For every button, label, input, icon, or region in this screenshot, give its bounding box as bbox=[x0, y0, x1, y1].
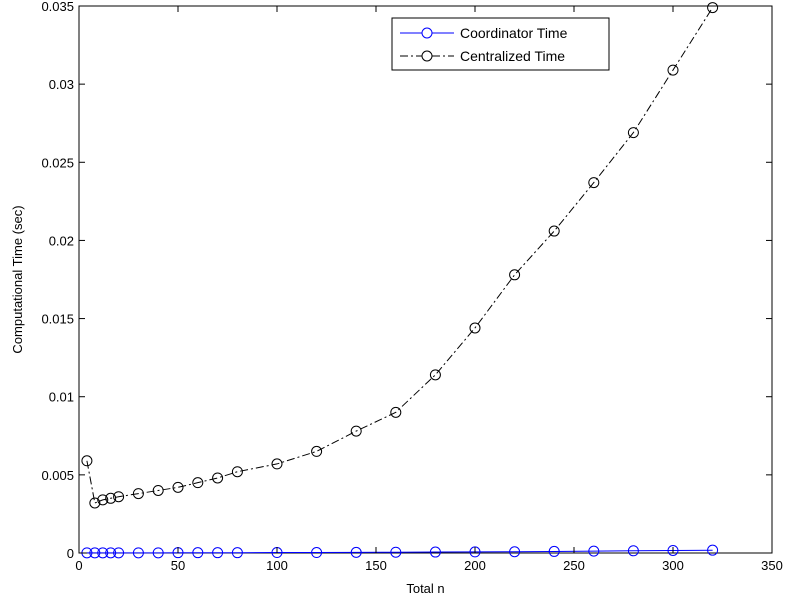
plot-frame bbox=[78, 5, 773, 554]
data-point bbox=[132, 488, 144, 500]
x-tick-label: 150 bbox=[365, 558, 387, 573]
x-tick-label: 0 bbox=[75, 558, 82, 573]
data-point bbox=[271, 458, 283, 470]
data-point bbox=[192, 547, 204, 559]
data-point bbox=[548, 225, 560, 237]
x-axis-label: Total n bbox=[406, 581, 444, 596]
data-point bbox=[152, 484, 164, 496]
data-point bbox=[469, 322, 481, 334]
x-tick-label: 200 bbox=[464, 558, 486, 573]
data-point bbox=[627, 127, 639, 139]
data-point bbox=[113, 491, 125, 503]
y-tick-label: 0.035 bbox=[41, 0, 74, 14]
data-point bbox=[113, 547, 125, 559]
x-tick-label: 350 bbox=[761, 558, 783, 573]
data-point bbox=[588, 545, 600, 557]
plot-area bbox=[78, 5, 773, 554]
data-point bbox=[667, 64, 679, 76]
data-point bbox=[152, 547, 164, 559]
y-tick-label: 0.015 bbox=[41, 312, 74, 327]
x-tick-label: 100 bbox=[266, 558, 288, 573]
data-point bbox=[105, 492, 117, 504]
series-1 bbox=[81, 2, 719, 509]
data-point bbox=[390, 406, 402, 418]
data-point bbox=[311, 445, 323, 457]
y-tick-label: 0.03 bbox=[49, 77, 74, 92]
data-point bbox=[548, 545, 560, 557]
data-point bbox=[707, 544, 719, 556]
data-point bbox=[172, 481, 184, 493]
data-point bbox=[212, 472, 224, 484]
data-point bbox=[627, 545, 639, 557]
data-point bbox=[105, 547, 117, 559]
data-point bbox=[390, 546, 402, 558]
y-tick-label: 0 bbox=[67, 546, 74, 561]
data-point bbox=[311, 547, 323, 559]
data-point bbox=[132, 547, 144, 559]
y-tick-label: 0.01 bbox=[49, 390, 74, 405]
data-point bbox=[707, 2, 719, 14]
data-point bbox=[89, 497, 101, 509]
data-point bbox=[97, 547, 109, 559]
data-point bbox=[350, 546, 362, 558]
data-point bbox=[89, 547, 101, 559]
data-point bbox=[667, 544, 679, 556]
legend-label: Centralized Time bbox=[460, 48, 565, 64]
y-axis-label: Computational Time (sec) bbox=[10, 205, 25, 353]
data-point bbox=[231, 547, 243, 559]
x-tick-label: 50 bbox=[171, 558, 185, 573]
data-point bbox=[429, 546, 441, 558]
x-tick-label: 300 bbox=[662, 558, 684, 573]
data-point bbox=[231, 466, 243, 478]
data-point bbox=[509, 269, 521, 281]
data-point bbox=[81, 455, 93, 467]
data-point bbox=[212, 547, 224, 559]
y-tick-label: 0.02 bbox=[49, 233, 74, 248]
axes-layer: 0 50 100 150 200 250 300 350 0 0.005 0.01 0.015 0.02… bbox=[41, 0, 782, 573]
data-point bbox=[350, 425, 362, 437]
data-point bbox=[429, 369, 441, 381]
legend-label: Coordinator Time bbox=[460, 25, 568, 41]
data-point bbox=[192, 477, 204, 489]
y-tick-label: 0.005 bbox=[41, 468, 74, 483]
data-point bbox=[97, 494, 109, 506]
x-tick-label: 250 bbox=[563, 558, 585, 573]
legend-marker bbox=[421, 27, 433, 39]
data-point bbox=[588, 177, 600, 189]
y-tick-label: 0.025 bbox=[41, 155, 74, 170]
legend: Coordinator Time Centralized Time bbox=[391, 17, 610, 71]
data-point bbox=[509, 546, 521, 558]
legend-marker bbox=[421, 50, 433, 62]
data-point bbox=[469, 546, 481, 558]
